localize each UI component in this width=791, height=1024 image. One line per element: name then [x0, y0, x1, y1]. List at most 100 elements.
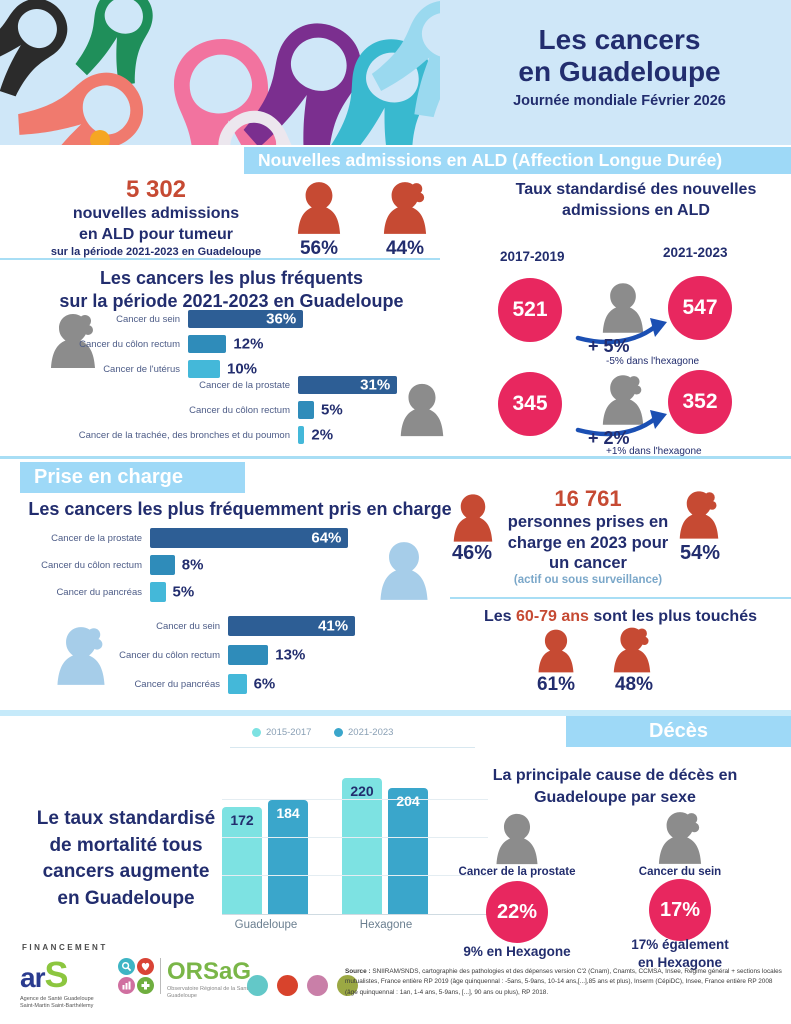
male-silhouette-icon	[296, 180, 342, 236]
bar-value: 184	[276, 804, 300, 821]
care-count-line2: charge en 2023 pour	[507, 533, 669, 552]
female-silhouette-icon	[657, 810, 703, 866]
rate-women-after: 352	[668, 370, 732, 434]
bar-label: Cancer du sein	[156, 620, 220, 632]
men-change: + 5%	[588, 336, 630, 356]
women-change-note: +1% dans l'hexagone	[606, 446, 702, 457]
care-count-sub: (actif ou sous surveillance)	[513, 573, 663, 586]
legend-item-2: 2021-2023	[334, 727, 393, 738]
increase-arrow-icon	[575, 410, 667, 437]
chart-care-female: Cancer du sein 41% Cancer du côlon rectu…	[20, 616, 356, 701]
table-row: Cancer de la trachée, des bronches et du…	[40, 426, 397, 444]
rates-title: Taux standardisé des nouvelles admission…	[486, 180, 786, 222]
table-row: Cancer du côlon rectum 12%	[40, 335, 303, 353]
bar-label: Cancer du pancréas	[134, 678, 220, 690]
legend-item-1: 2015-2017	[252, 727, 311, 738]
age-male-share: 61%	[536, 674, 576, 695]
bar-value: 204	[396, 792, 420, 809]
rate-men-after: 547	[668, 276, 732, 340]
title-line-1: Les cancers	[538, 24, 701, 55]
admissions-male-share: 56%	[299, 238, 339, 259]
bar-value: 2%	[311, 426, 334, 444]
dot-teal	[247, 975, 268, 996]
care-count: 16 761	[554, 486, 622, 511]
bar-hexagone-2021: 204	[388, 787, 428, 914]
bar-label: Cancer du côlon rectum	[119, 649, 220, 661]
legend-underline	[230, 747, 475, 748]
legend-label: 2021-2023	[348, 727, 394, 738]
bar-label: Cancer du pancréas	[56, 586, 142, 598]
logo-divider	[160, 958, 161, 994]
rate-men-before: 521	[498, 278, 562, 342]
bar-label: Cancer du côlon rectum	[41, 559, 142, 571]
chart-frequent-female: Cancer du sein 36% Cancer du côlon rectu…	[40, 310, 304, 385]
divider-care-right	[450, 597, 791, 599]
male-silhouette-icon	[398, 382, 446, 438]
x-axis-label-hexagone: Hexagone	[359, 919, 413, 931]
female-silhouette-icon	[678, 488, 720, 542]
bar-value: 31%	[360, 376, 391, 394]
age-title-post: sont les plus touchés	[588, 608, 757, 625]
admissions-female-share: 44%	[385, 238, 425, 259]
x-axis-label-guadeloupe: Guadeloupe	[234, 919, 298, 931]
table-row: Cancer de la prostate 31%	[40, 376, 398, 394]
rates-title-line1: Taux standardisé des nouvelles	[515, 181, 757, 198]
source-label: Source :	[345, 968, 371, 975]
bar-value: 36%	[266, 310, 297, 328]
section-banner-admissions: Nouvelles admissions en ALD (Affection L…	[244, 147, 791, 174]
gridline	[222, 837, 488, 838]
care-female-share: 54%	[679, 542, 721, 564]
mortality-line1: Le taux standardisé	[36, 808, 216, 829]
bar-value: 41%	[318, 617, 349, 635]
care-count-block: 16 761 personnes prises en charge en 202…	[500, 486, 676, 586]
orsag-logo-text: ORSaG	[167, 958, 252, 985]
awareness-ribbons-photo	[0, 0, 440, 145]
legend-label: 2015-2017	[266, 727, 312, 738]
age-group-title: Les 60-79 ans sont les plus touchés	[450, 608, 791, 626]
table-row: Cancer de la prostate 64%	[20, 528, 349, 548]
bar-label: Cancer de la prostate	[199, 379, 290, 391]
care-count-line1: personnes prises en	[507, 513, 669, 531]
age-title-pre: Les	[484, 608, 517, 625]
table-row: Cancer du côlon rectum 13%	[20, 645, 355, 665]
legend-dot-icon	[334, 728, 343, 737]
rate-women-before: 345	[498, 372, 562, 436]
admissions-count-sub: sur la période 2021-2023 en Guadeloupe	[50, 245, 262, 258]
women-change: + 2%	[588, 428, 630, 448]
rates-title-line2: admissions en ALD	[562, 201, 710, 219]
gridline	[222, 875, 488, 876]
bar: 31%	[298, 376, 398, 394]
dot-pink	[307, 975, 328, 996]
bar-label: Cancer de l'utérus	[103, 363, 180, 375]
bar-value: 172	[230, 812, 254, 829]
bar: 5%	[298, 401, 343, 419]
heart-icon	[137, 958, 154, 975]
gridline	[222, 799, 488, 800]
ars-logo-s: S	[44, 954, 69, 995]
bar: 13%	[228, 645, 305, 665]
bar-hexagone-2015: 220	[342, 777, 382, 914]
bar-label: Cancer du côlon rectum	[79, 338, 180, 350]
female-cause-label: Cancer du sein	[638, 866, 722, 878]
female-death-pct: 17%	[649, 879, 711, 941]
cause-of-death-title: La principale cause de décès en Guadelou…	[455, 765, 775, 808]
bar-label: Cancer de la prostate	[51, 532, 142, 544]
medical-cross-icon	[137, 977, 154, 994]
bar-value: 64%	[311, 529, 342, 547]
female-hexagone-note: 17% également en Hexagone	[612, 936, 748, 971]
bar: 2%	[298, 426, 333, 444]
table-row: Cancer du pancréas 6%	[20, 674, 355, 694]
female-silhouette-icon	[612, 626, 652, 674]
care-male-share: 46%	[451, 542, 493, 564]
age-female-share: 48%	[614, 674, 654, 695]
bar-label: Cancer du côlon rectum	[189, 404, 290, 416]
source-body: SNIIRAM/SNDS, cartographie des pathologi…	[345, 968, 782, 996]
frequent-cancers-title: Les cancers les plus fréquents sur la pé…	[24, 267, 439, 312]
mortality-text: Le taux standardisé de mortalité tous ca…	[26, 806, 226, 912]
bar: 6%	[228, 674, 275, 694]
table-row: Cancer de l'utérus 10%	[40, 360, 303, 378]
age-title-highlight: 60-79 ans	[516, 608, 589, 625]
bar-value: 12%	[233, 335, 264, 353]
female-note-line1: 17% également	[631, 937, 729, 952]
frequent-title-line2: sur la période 2021-2023 en Guadeloupe	[59, 290, 404, 311]
